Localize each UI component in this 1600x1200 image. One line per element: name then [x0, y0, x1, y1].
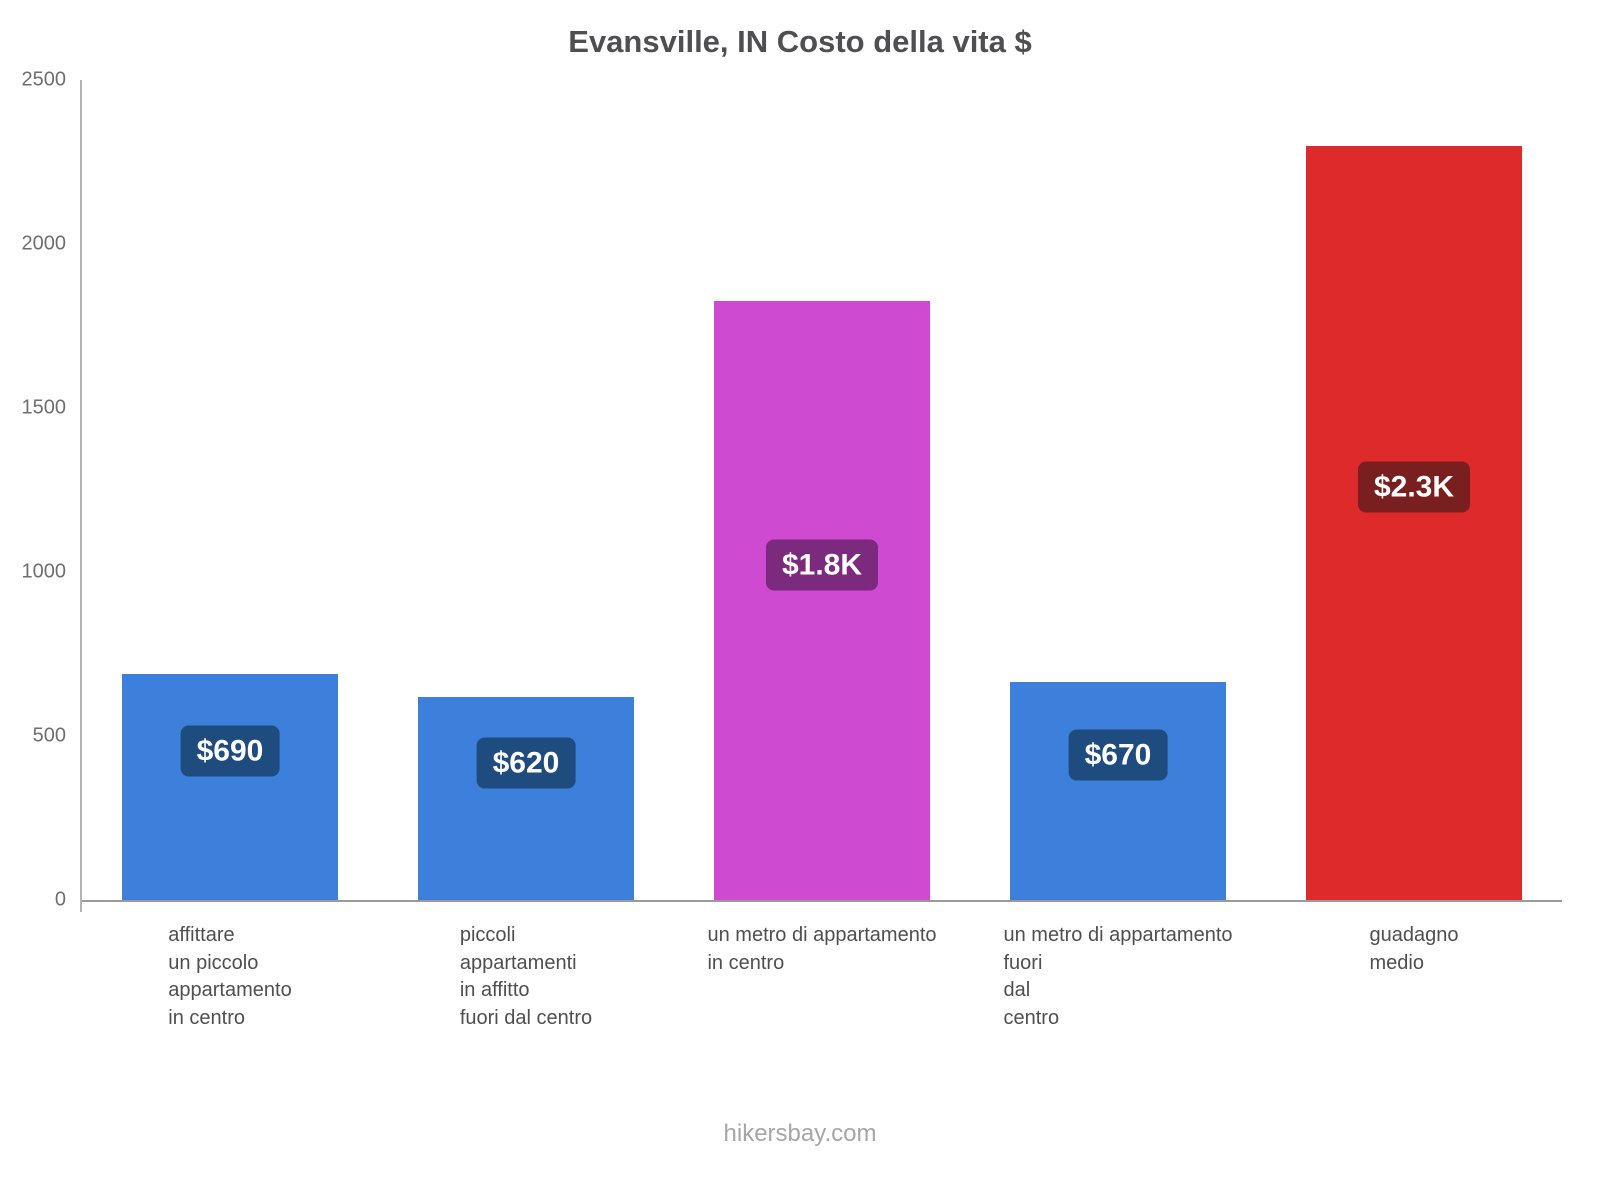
- bar: $2.3K: [1306, 146, 1522, 900]
- value-badge: $670: [1068, 729, 1168, 781]
- value-badge: $2.3K: [1357, 461, 1471, 513]
- bar: $1.8K: [714, 301, 930, 900]
- plot-area: 0 500 1000 1500 2000 2500 $690 affittare un p…: [22, 69, 1562, 1029]
- bar: $690: [122, 674, 338, 900]
- category-label-wrap: un metro di appartamento in centro: [674, 922, 970, 977]
- bar: $670: [1010, 682, 1226, 900]
- y-tick-label: 1000: [21, 560, 67, 583]
- value-badge-text: $620: [492, 746, 560, 779]
- chart-title: Evansville, IN Costo della vita $: [568, 24, 1032, 59]
- category-label: affittare un piccolo appartamento in cen…: [168, 924, 292, 1029]
- category-label-wrap: affittare un piccolo appartamento in cen…: [82, 922, 378, 1032]
- footer-text: hikersbay.com: [723, 1120, 877, 1147]
- category-label: un metro di appartamento fuori dal centr…: [1003, 924, 1233, 1029]
- value-badge: $690: [180, 725, 280, 777]
- value-badge: $620: [476, 737, 576, 788]
- y-tick-label: 1500: [21, 396, 67, 419]
- category-label: guadagno medio: [1369, 924, 1459, 974]
- value-badge-text: $670: [1084, 738, 1152, 772]
- y-tick-label: 2500: [21, 68, 67, 91]
- bar: $620: [418, 697, 634, 900]
- category-label-wrap: un metro di appartamento fuori dal centr…: [970, 922, 1266, 1032]
- y-axis-labels: 0 500 1000 1500 2000 2500: [0, 69, 67, 911]
- bar-group: $670 un metro di appartamento fuori dal …: [82, 80, 1562, 1029]
- category-label-wrap: piccoli appartamenti in affitto fuori da…: [378, 922, 674, 1032]
- y-tick-label: 2000: [21, 232, 67, 255]
- value-badge-text: $2.3K: [1373, 470, 1455, 504]
- bar-group: $1.8K un metro di appartamento in centro: [82, 80, 1562, 974]
- bar-group: $2.3K guadagno medio: [82, 80, 1562, 974]
- value-badge: $1.8K: [765, 539, 879, 590]
- category-label: piccoli appartamenti in affitto fuori da…: [459, 924, 593, 1029]
- value-badge-text: $690: [196, 734, 264, 768]
- category-label: un metro di appartamento in centro: [707, 924, 937, 974]
- y-tick-label: 0: [54, 888, 66, 911]
- bar-group: $690 affittare un piccolo appartamento i…: [82, 80, 1562, 1029]
- bar-group: $620 piccoli appartamenti in affitto fuo…: [82, 80, 1562, 1029]
- y-tick-label: 500: [32, 724, 66, 747]
- value-badge-text: $1.8K: [781, 548, 863, 581]
- category-label-wrap: guadagno medio: [1266, 922, 1562, 977]
